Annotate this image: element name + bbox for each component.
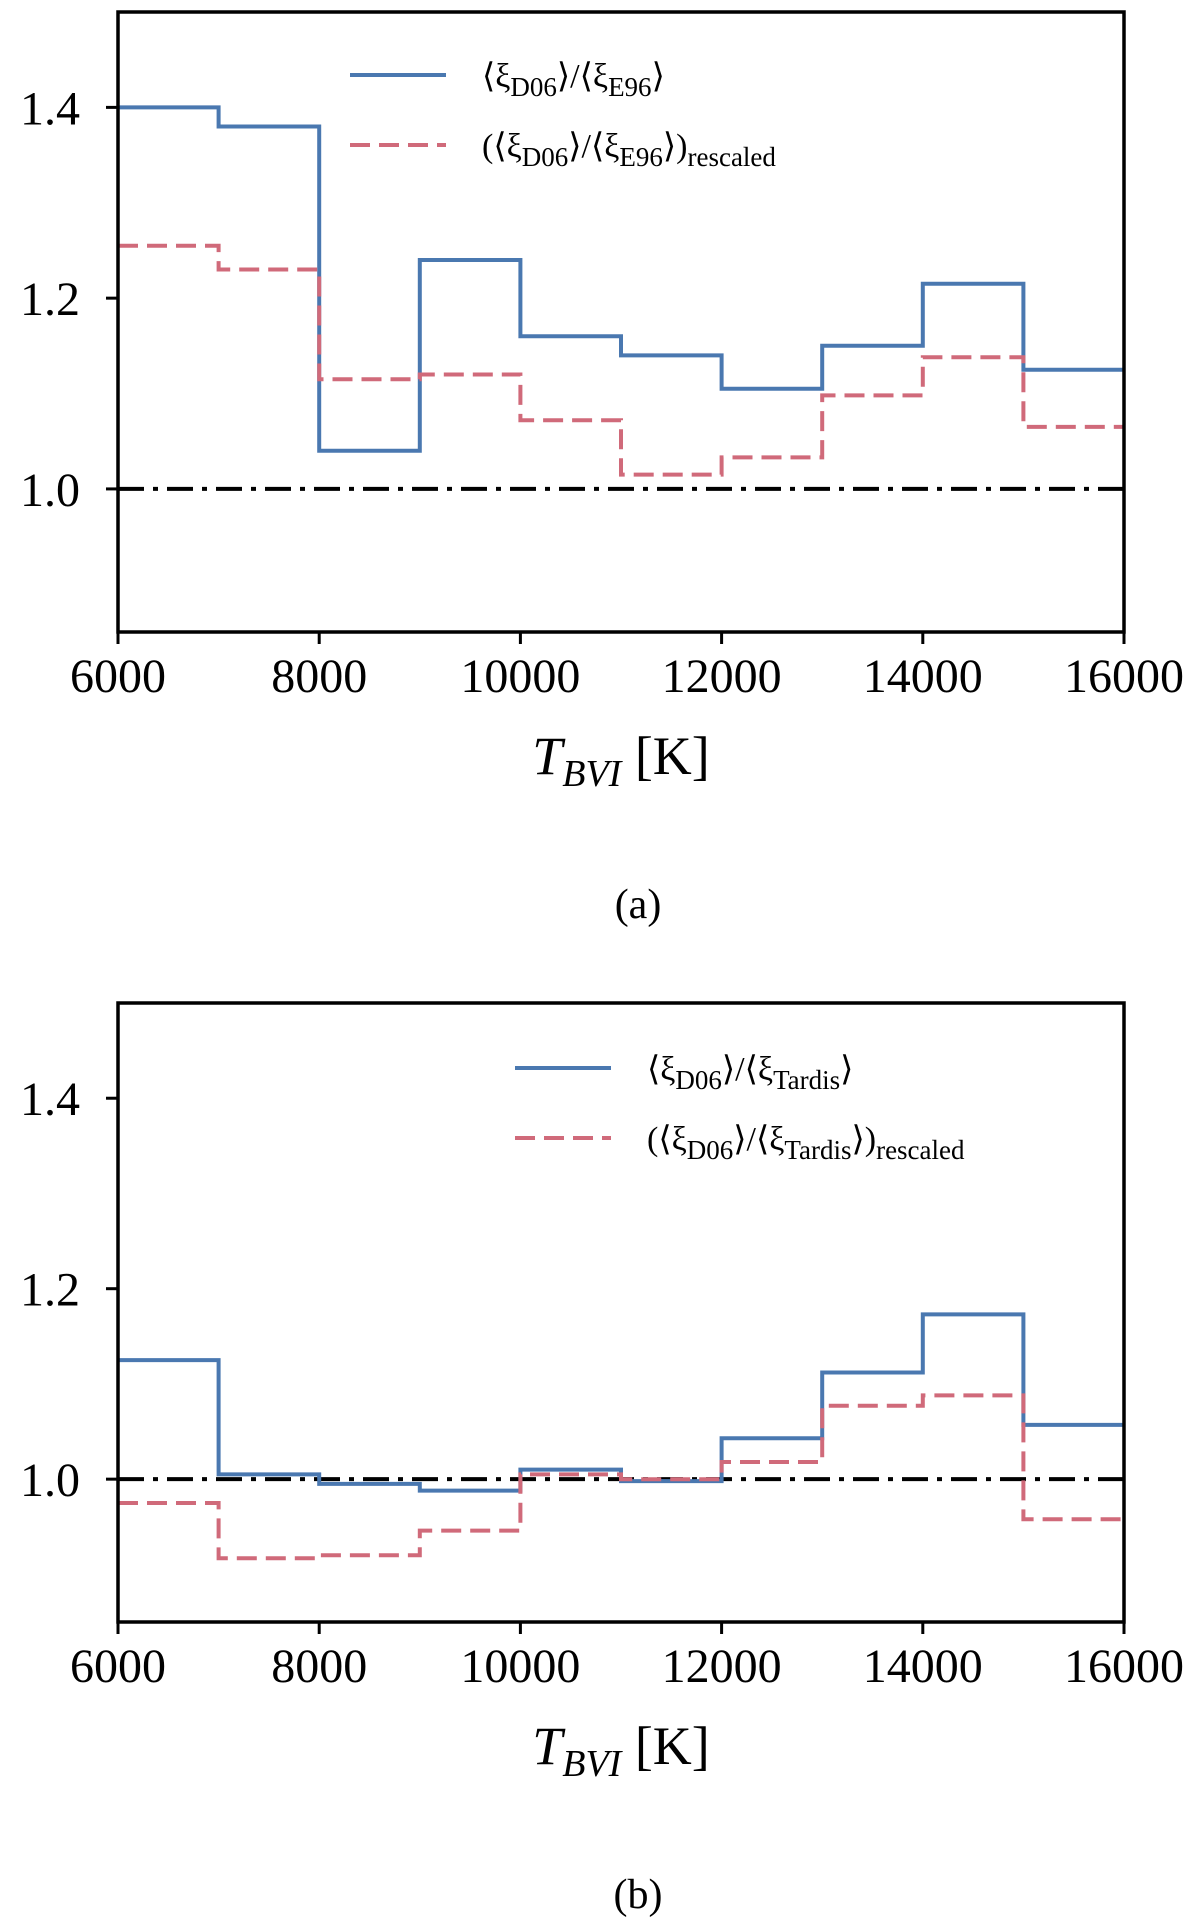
x-tick-label: 10000 (460, 1640, 580, 1693)
y-tick-label: 1.0 (20, 464, 80, 517)
plot-frame (116, 1001, 1126, 1624)
legend-label-0: ⟨ξD06⟩/⟨ξE96⟩ (482, 58, 665, 102)
legend-text-part: ⟩ (652, 58, 665, 95)
legend-text-part: ⟨ξ (482, 58, 510, 95)
legend-subscript: Tardis (773, 1065, 840, 1095)
x-tick-label: 6000 (70, 1640, 166, 1693)
y-tick-label: 1.0 (20, 1454, 80, 1507)
x-tick-label: 12000 (662, 1640, 782, 1693)
x-axis-label-unit: [K] (621, 1716, 709, 1776)
panel-caption: (a) (615, 882, 662, 928)
series-line-ratio (118, 1312, 1124, 1493)
legend-subscript: D06 (687, 1135, 734, 1165)
x-tick-label: 14000 (863, 650, 983, 703)
legend-subscript: E96 (619, 142, 663, 172)
legend-subscript: rescaled (687, 142, 776, 172)
legend-label-1: (⟨ξD06⟩/⟨ξE96⟩)rescaled (482, 128, 776, 172)
x-tick-label: 10000 (460, 650, 580, 703)
x-axis-label-subscript: BVI (562, 753, 623, 795)
legend-text-part: ⟩ (840, 1051, 853, 1088)
panel-caption: (b) (614, 1872, 663, 1918)
x-axis-label-subscript: BVI (562, 1743, 623, 1785)
legend-subscript: rescaled (876, 1135, 965, 1165)
legend-text-part: ⟩/⟨ξ (733, 1121, 784, 1158)
series-line-ratio (118, 105, 1124, 453)
legend-subscript: Tardis (784, 1135, 851, 1165)
x-axis-label-symbol: T (532, 726, 566, 786)
x-tick-label: 14000 (863, 1640, 983, 1693)
y-tick-label: 1.2 (20, 273, 80, 326)
series-line-rescaled (118, 1393, 1124, 1561)
legend-text-part: ⟩/⟨ξ (722, 1051, 773, 1088)
chart-panel-a: 6000 8000 10000 12000 14000 16000 1.0 1.2 1.4 TBV… (20, 10, 1184, 928)
legend-subscript: E96 (608, 72, 652, 102)
x-axis-label: TBVI [K] (532, 726, 710, 795)
y-tick-label: 1.2 (20, 1264, 80, 1317)
legend-text-part: ⟩) (663, 128, 688, 165)
legend-text-part: ⟩/⟨ξ (568, 128, 619, 165)
legend-text-part: ⟩/⟨ξ (557, 58, 608, 95)
legend-text-part: (⟨ξ (482, 128, 522, 165)
legend-text-part: ⟩) (851, 1121, 876, 1158)
y-tick-label: 1.4 (20, 82, 80, 135)
x-tick-label: 8000 (271, 650, 367, 703)
legend-subscript: D06 (522, 142, 569, 172)
chart-panel-b: 6000 8000 10000 12000 14000 16000 1.0 1.2 1.4 TBV… (20, 1001, 1184, 1918)
x-tick-label: 6000 (70, 650, 166, 703)
x-tick-label: 16000 (1064, 1640, 1184, 1693)
x-tick-label: 12000 (662, 650, 782, 703)
y-tick-label: 1.4 (20, 1073, 80, 1126)
series-line-rescaled (118, 243, 1124, 477)
x-tick-label: 16000 (1064, 650, 1184, 703)
legend-text-part: ⟨ξ (647, 1051, 675, 1088)
legend-label-1: (⟨ξD06⟩/⟨ξTardis⟩)rescaled (647, 1121, 965, 1165)
x-axis-label: TBVI [K] (532, 1716, 710, 1785)
x-tick-label: 8000 (271, 1640, 367, 1693)
plot-frame (116, 10, 1126, 634)
legend-text-part: (⟨ξ (647, 1121, 687, 1158)
legend-subscript: D06 (675, 1065, 722, 1095)
legend-subscript: D06 (510, 72, 557, 102)
x-axis-label-symbol: T (532, 1716, 566, 1776)
legend-label-0: ⟨ξD06⟩/⟨ξTardis⟩ (647, 1051, 853, 1095)
x-axis-label-unit: [K] (621, 726, 709, 786)
